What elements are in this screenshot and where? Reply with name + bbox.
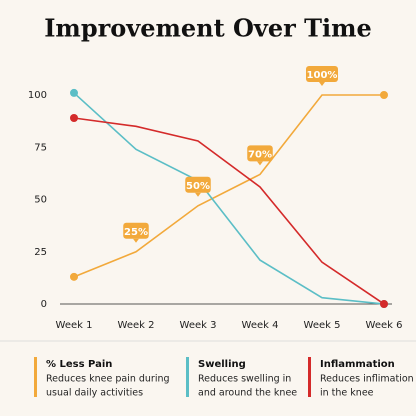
legend-swatch [34, 357, 37, 397]
legend-name: % Less Pain [46, 359, 112, 370]
legend-swatch [308, 357, 311, 397]
end-marker [70, 113, 78, 122]
callout-label: 50% [186, 181, 210, 192]
legend-description: and around the knee [198, 388, 297, 399]
y-tick-label: 75 [34, 142, 47, 153]
legend-swatch [186, 357, 189, 397]
y-tick-label: 100 [28, 90, 47, 101]
legend-description: Reduces knee pain during [46, 374, 170, 385]
y-tick-label: 50 [34, 195, 47, 206]
end-marker [70, 88, 78, 97]
callout-pointer [257, 161, 263, 166]
legend-description: usual daily activities [46, 388, 143, 399]
callout-box [123, 222, 149, 239]
series-line [73, 92, 385, 305]
chart-title: Improvement Over Time [44, 14, 372, 43]
end-marker [380, 91, 388, 99]
callout-box [306, 66, 338, 82]
x-tick-label: Week 2 [118, 320, 155, 331]
y-tick-label: 25 [34, 247, 47, 258]
callout-label: 100% [307, 70, 338, 81]
callout-pointer [133, 238, 139, 243]
x-tick-label: Week 6 [366, 320, 403, 331]
x-tick-label: Week 1 [56, 320, 93, 331]
series-line [73, 94, 384, 278]
y-tick-label: 0 [41, 299, 47, 310]
legend-name: Inflammation [320, 359, 395, 370]
callout-box [185, 176, 211, 193]
callout-label: 70% [248, 149, 272, 160]
legend-description: in the knee [320, 388, 374, 399]
legend-name: Swelling [198, 359, 246, 370]
x-tick-label: Week 4 [242, 320, 279, 331]
callout-pointer [319, 82, 325, 86]
callout-box [247, 145, 273, 162]
x-tick-label: Week 3 [180, 320, 217, 331]
x-tick-label: Week 5 [304, 320, 341, 331]
legend-description: Reduces inflimation [320, 374, 414, 385]
end-marker [70, 272, 78, 281]
legend-description: Reduces swelling in [198, 374, 291, 385]
callout-label: 25% [124, 227, 148, 238]
callout-pointer [195, 192, 201, 197]
series-line [73, 117, 385, 305]
end-marker [380, 300, 388, 308]
